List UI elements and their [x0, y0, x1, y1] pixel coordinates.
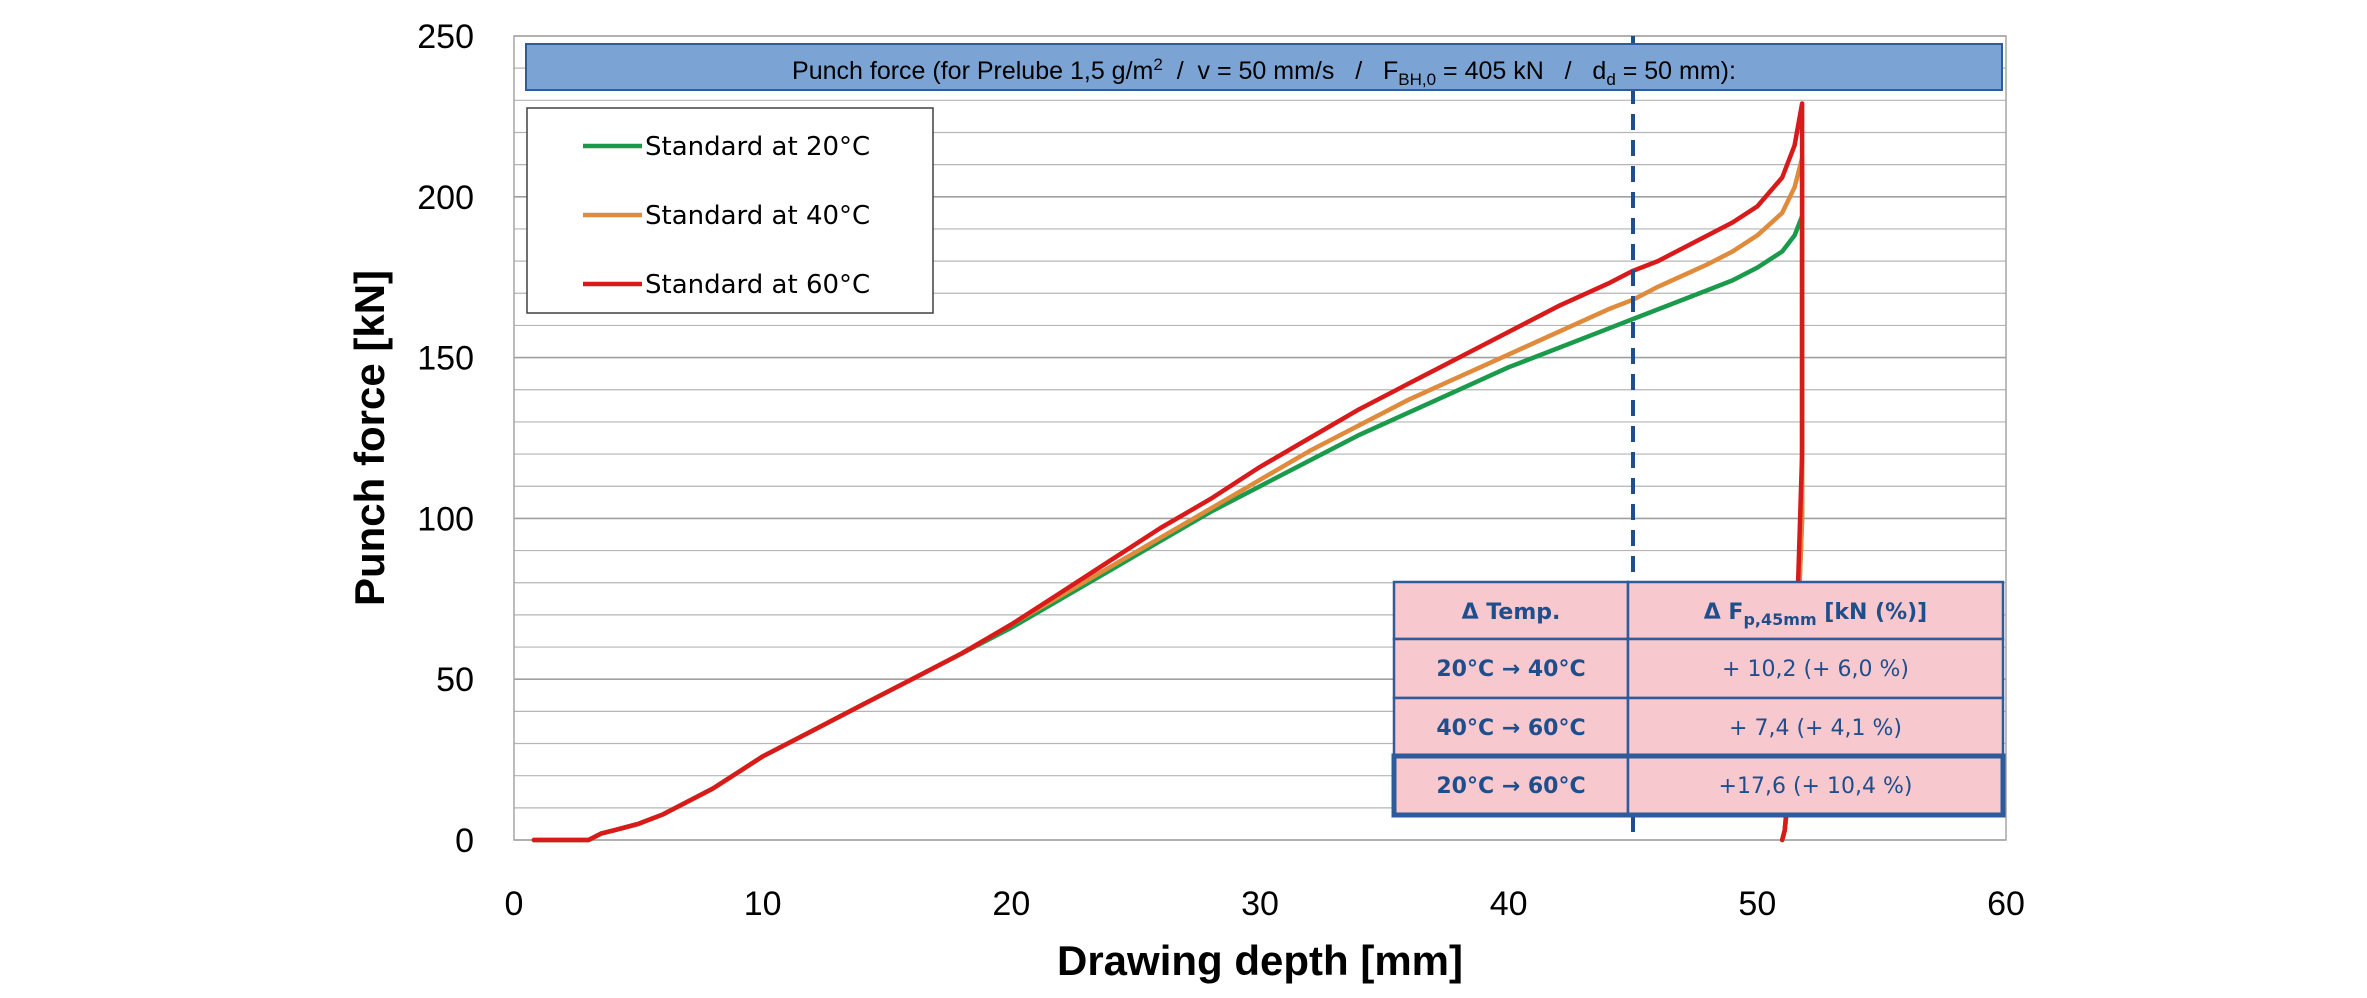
x-tick-label: 60 [1987, 885, 2025, 923]
table-header-force: Δ Fp,45mm [kN (%)] [1704, 600, 1927, 629]
x-axis-title: Drawing depth [mm] [1057, 937, 1463, 984]
chart-title: Punch force (for Prelube 1,5 g/m2 / v = … [792, 55, 1736, 89]
y-tick-label: 150 [417, 340, 474, 378]
chart-title-bar: Punch force (for Prelube 1,5 g/m2 / v = … [525, 43, 2003, 91]
legend-label: Standard at 60°C [645, 270, 870, 300]
x-tick-label: 20 [992, 885, 1030, 923]
title-sup: 2 [1153, 55, 1162, 74]
title-part-3: = 405 kN / d [1436, 57, 1606, 85]
x-tick-label: 50 [1738, 885, 1776, 923]
x-tick-label: 40 [1490, 885, 1528, 923]
legend-label: Standard at 20°C [645, 132, 870, 162]
series-layer [531, 101, 1805, 843]
title-part-4: = 50 mm): [1616, 57, 1736, 85]
y-axis-ticks: 0 50 100 150 200 250 [417, 18, 474, 860]
table-force-delta: +17,6 (+ 10,4 %) [1719, 774, 1913, 799]
x-axis-ticks: 0 10 20 30 40 50 60 [505, 885, 2025, 923]
plot-area [513, 35, 2007, 841]
y-tick-label: 250 [417, 18, 474, 56]
legend-box [526, 107, 934, 314]
header-force-sub: p,45mm [1743, 610, 1816, 629]
legend: Standard at 20°C Standard at 40°C Standard… [526, 107, 934, 314]
y-tick-label: 50 [436, 661, 474, 699]
title-part-1: Punch force (for Prelube 1,5 g/m [792, 57, 1153, 85]
table-highlight-row [1391, 753, 2006, 818]
table-cell [1626, 696, 2005, 758]
table-temp-range: 40°C → 60°C [1436, 716, 1585, 741]
series-line-3 [531, 101, 1805, 843]
table-cell [1392, 637, 1630, 700]
temperature-delta-table: Δ Temp. Δ Fp,45mm [kN (%)] 20°C → 40°C + 10… [1391, 580, 2006, 818]
title-bar-background [525, 43, 2003, 91]
x-tick-label: 30 [1241, 885, 1279, 923]
y-tick-label: 0 [455, 822, 474, 860]
legend-label: Standard at 40°C [645, 201, 870, 231]
header-force-unit: [kN (%)] [1817, 600, 1928, 625]
header-force-main: Δ F [1704, 600, 1744, 625]
table-temp-range: 20°C → 40°C [1436, 657, 1585, 682]
y-tick-label: 200 [417, 179, 474, 217]
y-axis-title: Punch force [kN] [346, 270, 393, 606]
table-cell [1626, 580, 2005, 641]
table-header-temp: Δ Temp. [1462, 600, 1561, 625]
table-force-delta: + 7,4 (+ 4,1 %) [1729, 716, 1902, 741]
table-force-delta: + 10,2 (+ 6,0 %) [1722, 657, 1909, 682]
title-part-2: / v = 50 mm/s / F [1163, 57, 1398, 85]
y-tick-label: 100 [417, 500, 474, 538]
table-temp-range: 20°C → 60°C [1436, 774, 1585, 799]
title-sub-1: BH,0 [1398, 70, 1436, 89]
x-tick-label: 10 [744, 885, 782, 923]
title-sub-2: d [1606, 70, 1615, 89]
x-tick-label: 0 [505, 885, 524, 923]
